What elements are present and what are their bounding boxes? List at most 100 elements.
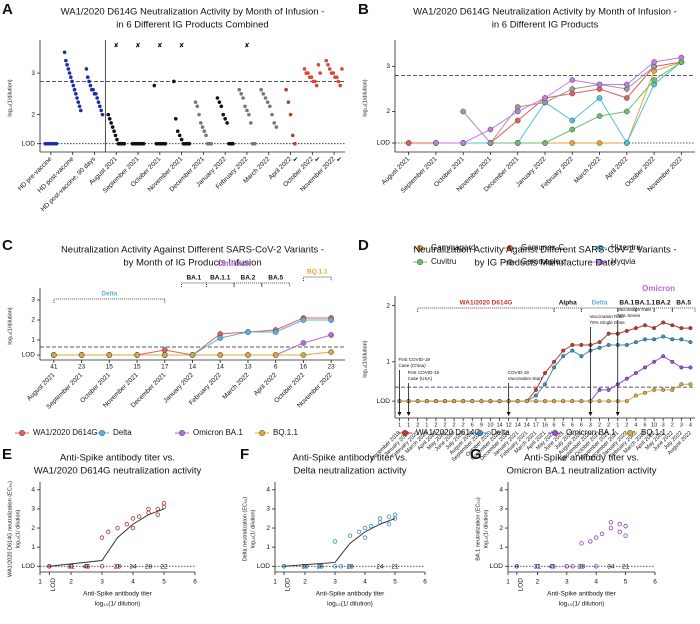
point [362, 535, 368, 540]
point [624, 399, 629, 404]
count-label: 23 [78, 364, 86, 371]
point [579, 399, 584, 404]
event-label: 70% Single Dose [589, 320, 625, 325]
point [69, 75, 73, 80]
legend-marker [417, 259, 424, 266]
variant-label: BA.5 [676, 300, 691, 307]
point [136, 514, 142, 519]
chart-title: by Month of IG Products Infusion [123, 258, 261, 269]
count-label: 13 [244, 364, 252, 371]
point [405, 140, 412, 146]
count-label: 28 [346, 564, 354, 571]
point [552, 399, 557, 404]
x-tick-label: 3 [333, 579, 337, 586]
y-tick-label: 4 [499, 487, 503, 494]
point [596, 81, 603, 88]
point [115, 137, 119, 142]
y-tick-label: LOD [377, 398, 391, 405]
point [317, 564, 323, 569]
point [78, 108, 83, 113]
point [362, 525, 368, 531]
point [443, 399, 448, 404]
point [327, 67, 332, 71]
point [533, 393, 538, 398]
variant-label: BA.1.1 [210, 275, 231, 282]
point [314, 83, 319, 88]
point [570, 399, 575, 404]
variant-bracket [233, 282, 263, 287]
point [570, 342, 575, 347]
panel-letter: A [2, 1, 13, 18]
point [392, 512, 398, 517]
point [623, 523, 628, 529]
point [152, 83, 157, 88]
point [272, 121, 276, 125]
point [98, 104, 102, 109]
point [293, 141, 297, 146]
legend-label: Delta [491, 428, 510, 437]
y-tick-label: 3 [31, 506, 35, 513]
y-tick-label: 2 [499, 525, 503, 532]
point [177, 133, 182, 138]
point [225, 121, 229, 125]
event-label: Vaccination Start [508, 376, 543, 381]
legend-marker [402, 430, 409, 437]
point [679, 326, 684, 331]
point [68, 564, 74, 569]
point [237, 87, 242, 92]
point [624, 95, 630, 101]
x-axis-label: Anti-Spike antibody titer [316, 591, 385, 598]
y-axis-label: log₁₀(1/ dilution) [250, 509, 256, 548]
point [569, 117, 576, 124]
point [221, 112, 226, 117]
point [497, 399, 502, 404]
point [270, 112, 274, 117]
count-label: 14 [524, 422, 530, 428]
series-line [399, 355, 691, 402]
y-tick-label: 2 [31, 525, 35, 532]
point [109, 121, 113, 125]
point [487, 126, 494, 133]
y-tick-label: 1 [386, 359, 390, 366]
y-tick-label: LOD [490, 563, 504, 570]
variant-label: WA1/2020 D614G [460, 300, 513, 307]
panel-letter: B [358, 1, 369, 18]
point [533, 399, 538, 404]
count-label: 45 [548, 564, 556, 571]
point [87, 79, 91, 84]
count-label: 10 [487, 422, 493, 428]
point [623, 533, 628, 538]
count-label: 2 [625, 422, 628, 428]
top-mark: ✘ [135, 42, 141, 50]
bottom-mark: ✔ [315, 157, 321, 164]
count-label: 6 [643, 422, 646, 428]
point [300, 317, 307, 323]
point [328, 349, 334, 355]
count-label: 22 [160, 564, 168, 571]
point [543, 382, 548, 387]
x-tick-label: April 2022 [253, 371, 279, 397]
x-tick-label: 2 [69, 579, 73, 586]
y-tick-label: 3 [386, 63, 390, 70]
point [661, 387, 666, 392]
legend-label: Hizentra [611, 243, 641, 252]
point [597, 387, 602, 392]
chart-title: by IG Products Manufacture Date [475, 258, 616, 269]
count-label: 2 [671, 422, 674, 428]
point [217, 100, 222, 104]
point [155, 506, 160, 512]
point [302, 67, 307, 71]
legend-marker [597, 259, 604, 266]
point [543, 371, 548, 376]
point [332, 539, 338, 544]
point [679, 365, 684, 370]
point [643, 390, 648, 395]
point [624, 140, 630, 146]
point [64, 58, 68, 63]
point [608, 525, 614, 531]
y-axis-label: log₁₀(1/dilution) [362, 340, 368, 377]
point [179, 137, 184, 142]
legend-label: BQ.1.1 [641, 428, 666, 437]
point [661, 320, 666, 325]
count-label: 28 [578, 564, 586, 571]
